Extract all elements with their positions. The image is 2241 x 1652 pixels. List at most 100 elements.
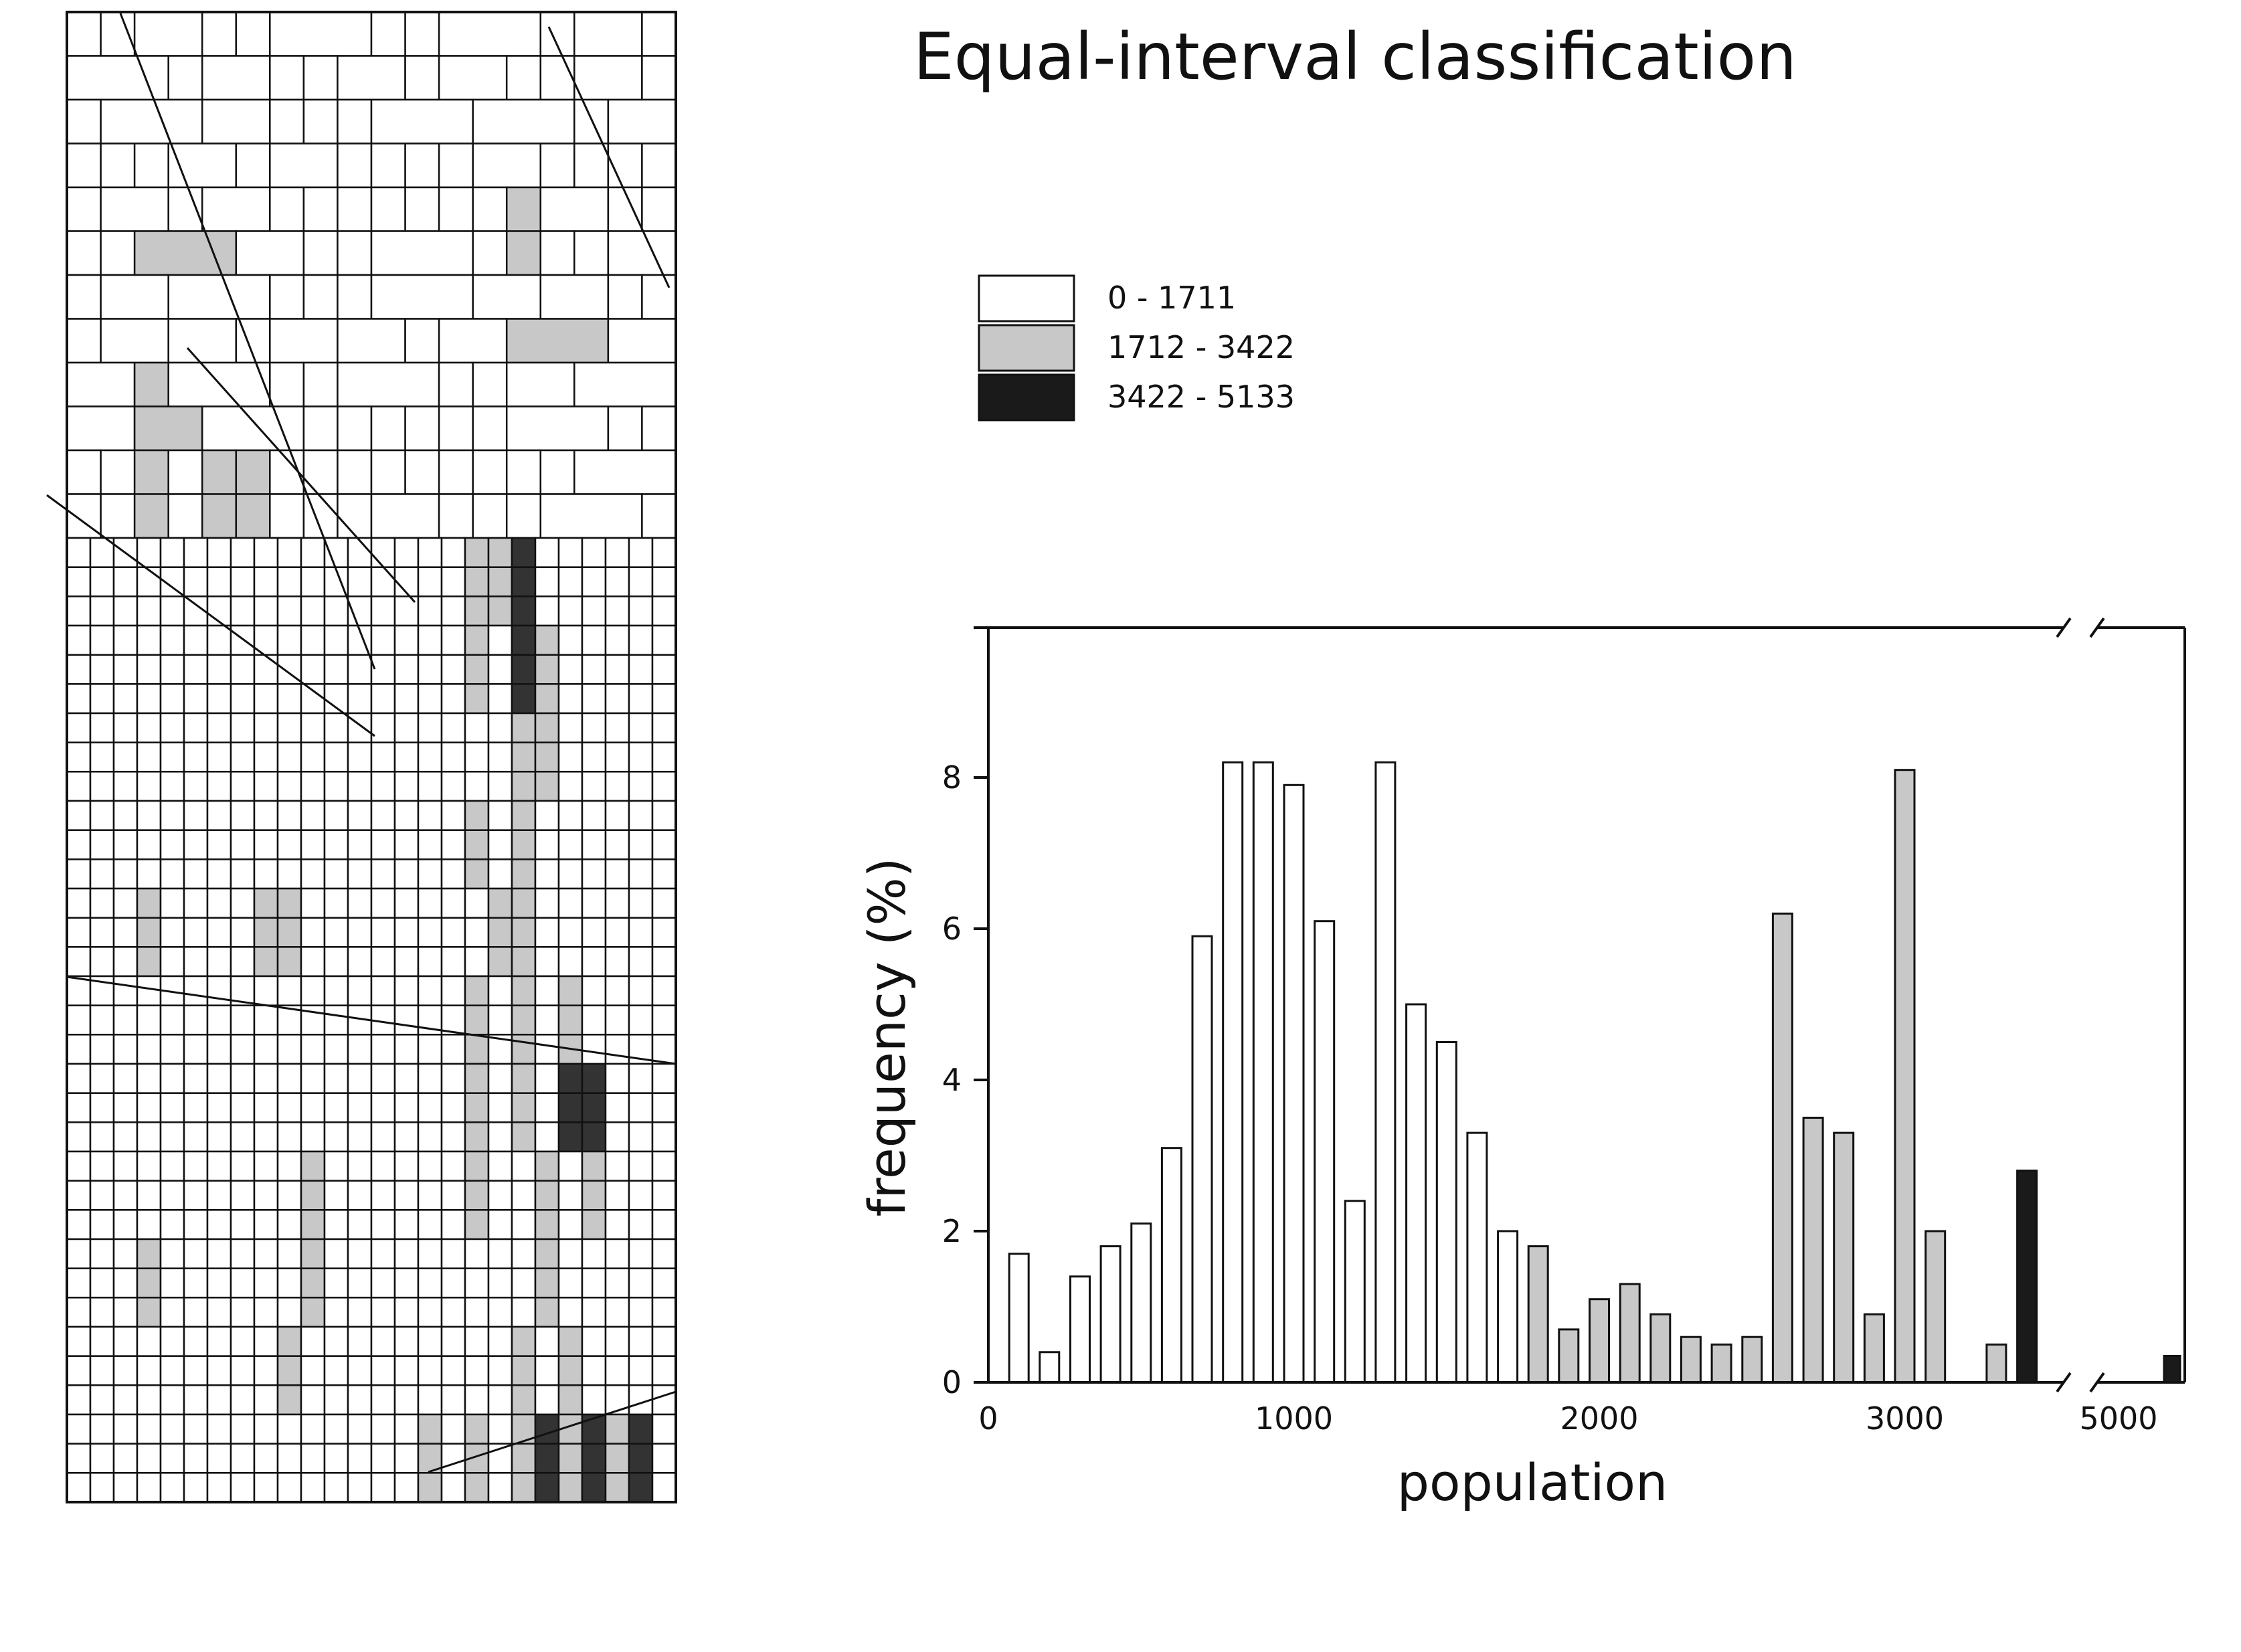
map-tract	[581, 1004, 607, 1036]
map-tract	[628, 829, 654, 860]
map-tract	[557, 537, 584, 568]
map-tract	[136, 1267, 162, 1299]
map-tract	[539, 449, 575, 495]
map-tract	[253, 946, 279, 978]
map-tract	[276, 1180, 302, 1211]
map-tract	[370, 1150, 396, 1182]
map-tract	[136, 1034, 162, 1065]
map-tract	[323, 537, 349, 568]
map-tract	[136, 1063, 162, 1094]
map-tract	[370, 595, 396, 627]
map-tract	[557, 741, 584, 773]
map-boundary	[66, 11, 677, 1503]
map-tract	[628, 1267, 654, 1299]
map-road-line	[547, 26, 670, 288]
x-tick-label: 2000	[1560, 1400, 1638, 1437]
map-tract	[440, 1121, 466, 1153]
map-tract	[487, 1209, 513, 1241]
map-tract	[100, 11, 136, 57]
map-tract	[253, 741, 279, 773]
map-tract	[66, 1472, 92, 1503]
map-tract	[206, 1238, 232, 1269]
bar	[1374, 761, 1397, 1384]
map-tract	[300, 946, 326, 978]
map-tract	[539, 274, 610, 320]
map-tract	[511, 1384, 537, 1416]
map-tract	[323, 1267, 349, 1299]
map-tract	[159, 829, 185, 860]
map-tract	[604, 654, 630, 685]
map-tract	[66, 566, 92, 598]
map-tract	[66, 800, 92, 831]
map-tract	[487, 1355, 513, 1386]
map-tract	[323, 1034, 349, 1065]
map-tract	[440, 1355, 466, 1386]
map-tract	[183, 654, 209, 685]
map-tract	[511, 858, 537, 890]
map-tract	[607, 230, 677, 276]
map-tract	[440, 1034, 466, 1065]
map-tract	[300, 566, 326, 598]
map-tract	[604, 1121, 630, 1153]
map-tract	[628, 946, 654, 978]
map-tract	[66, 712, 92, 743]
map-tract	[557, 1092, 584, 1123]
map-tract	[300, 1325, 326, 1357]
map-tract	[370, 858, 396, 890]
map-tract	[628, 1209, 654, 1241]
map-tract	[604, 1413, 630, 1445]
bar	[1710, 1344, 1732, 1384]
map-tract	[136, 975, 162, 1006]
y-tick-label: 0	[942, 1364, 962, 1400]
map-tract	[438, 493, 474, 539]
y-tick-label: 6	[942, 911, 962, 947]
bar-series	[1008, 761, 2181, 1384]
map-tract	[534, 1209, 560, 1241]
map-tract	[66, 1180, 92, 1211]
map-tract	[66, 1325, 92, 1357]
map-tract	[651, 712, 677, 743]
map-tract	[404, 11, 440, 57]
map-tract	[604, 1180, 630, 1211]
map-tract	[604, 1443, 630, 1474]
map-tract	[487, 917, 513, 948]
map-tract	[133, 230, 238, 276]
map-tract	[112, 1267, 139, 1299]
map-tract	[534, 1004, 560, 1036]
map-tract	[641, 143, 677, 189]
map-tract	[393, 1150, 420, 1182]
map-tract	[230, 595, 256, 627]
map-tract	[323, 1238, 349, 1269]
map-tract	[370, 1443, 396, 1474]
map-tract	[417, 566, 443, 598]
map-road-line	[428, 1390, 677, 1473]
map-tract	[347, 1209, 373, 1241]
map-tract	[302, 361, 339, 407]
map-tract	[300, 595, 326, 627]
map-tract	[253, 1150, 279, 1182]
map-tract	[337, 449, 373, 495]
map-tract	[183, 829, 209, 860]
map-tract	[159, 1267, 185, 1299]
map-tract	[302, 98, 339, 145]
map-tract	[183, 800, 209, 831]
map-tract	[159, 917, 185, 948]
legend-label-2: 1712 - 3422	[1107, 329, 1295, 365]
map-tract	[581, 800, 607, 831]
map-tract	[417, 829, 443, 860]
map-tract	[89, 1034, 115, 1065]
map-tract	[159, 946, 185, 978]
map-tract	[183, 1443, 209, 1474]
map-tract	[534, 829, 560, 860]
map-tract	[347, 1413, 373, 1445]
map-tract	[183, 858, 209, 890]
map-tract	[628, 800, 654, 831]
map-tract	[417, 1355, 443, 1386]
bar	[1833, 1131, 1855, 1384]
map-tract	[557, 1121, 584, 1153]
map-tract	[417, 741, 443, 773]
map-tract	[269, 186, 305, 232]
map-tract	[183, 1355, 209, 1386]
map-tract	[347, 975, 373, 1006]
map-tract	[276, 1092, 302, 1123]
